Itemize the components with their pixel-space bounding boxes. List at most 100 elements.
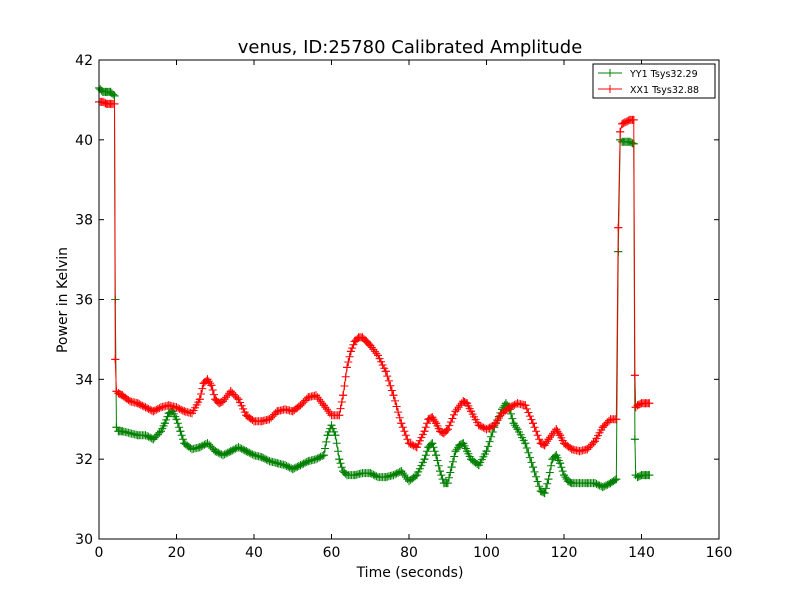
data-point-xx1 — [110, 99, 119, 108]
data-point-yy1 — [226, 447, 235, 456]
data-point-xx1 — [195, 395, 204, 404]
data-point-xx1 — [288, 407, 297, 416]
data-point-xx1 — [335, 411, 344, 420]
data-point-xx1 — [358, 333, 367, 342]
data-point-yy1 — [234, 443, 243, 452]
data-point-xx1 — [591, 437, 599, 446]
data-point-xx1 — [215, 399, 224, 408]
data-point-xx1 — [575, 447, 584, 456]
data-point-xx1 — [350, 337, 359, 346]
data-point-yy1 — [591, 479, 599, 488]
data-point-yy1 — [443, 479, 452, 488]
data-point-yy1 — [633, 473, 642, 482]
data-point-yy1 — [447, 463, 456, 472]
data-point-yy1 — [176, 427, 185, 436]
data-point-xx1 — [552, 425, 561, 434]
data-point-xx1 — [560, 439, 568, 448]
x-tick-label: 120 — [551, 545, 578, 561]
data-point-xx1 — [424, 415, 433, 424]
data-point-yy1 — [281, 461, 289, 470]
chart-title: venus, ID:25780 Calibrated Amplitude — [238, 37, 583, 58]
data-point-yy1 — [164, 409, 173, 418]
data-point-xx1 — [304, 393, 313, 402]
data-point-yy1 — [141, 431, 150, 440]
data-point-xx1 — [164, 401, 173, 410]
data-point-yy1 — [126, 429, 134, 438]
data-point-xx1 — [451, 407, 460, 416]
data-point-xx1 — [389, 391, 398, 400]
data-point-yy1 — [630, 435, 639, 444]
data-point-yy1 — [645, 471, 654, 480]
data-point-xx1 — [622, 117, 630, 126]
data-point-xx1 — [157, 403, 165, 412]
data-point-yy1 — [288, 465, 297, 474]
data-point-yy1 — [552, 451, 561, 460]
data-point-yy1 — [374, 473, 382, 482]
x-tick-label: 100 — [473, 545, 500, 561]
data-point-xx1 — [459, 397, 468, 406]
data-point-xx1 — [242, 411, 251, 420]
data-point-yy1 — [110, 91, 119, 100]
data-point-xx1 — [265, 415, 274, 424]
data-point-xx1 — [312, 391, 320, 400]
data-point-xx1 — [343, 363, 351, 372]
data-point-yy1 — [335, 455, 344, 464]
data-point-yy1 — [160, 419, 169, 428]
y-axis-label: Power in Kelvin — [55, 247, 71, 353]
data-point-yy1 — [265, 457, 274, 466]
data-point-xx1 — [327, 411, 336, 420]
data-point-xx1 — [463, 399, 472, 408]
data-point-xx1 — [118, 391, 127, 400]
data-point-yy1 — [474, 461, 483, 470]
y-tick-label: 30 — [75, 532, 93, 548]
data-point-xx1 — [339, 391, 348, 400]
data-point-xx1 — [114, 389, 123, 398]
data-point-yy1 — [118, 427, 127, 436]
data-point-yy1 — [273, 459, 282, 468]
data-point-yy1 — [625, 137, 634, 146]
data-point-xx1 — [629, 115, 638, 124]
data-point-xx1 — [319, 401, 328, 410]
data-point-xx1 — [490, 421, 499, 430]
data-point-yy1 — [339, 467, 348, 476]
data-point-xx1 — [207, 381, 216, 390]
data-point-yy1 — [567, 479, 576, 488]
data-point-xx1 — [346, 347, 355, 356]
data-point-xx1 — [467, 407, 475, 416]
data-point-yy1 — [612, 475, 621, 484]
data-point-xx1 — [631, 403, 640, 412]
data-point-xx1 — [474, 421, 483, 430]
data-point-yy1 — [428, 439, 437, 448]
data-point-yy1 — [331, 431, 340, 440]
plot-frame — [99, 60, 719, 539]
x-tick-label: 0 — [95, 545, 104, 561]
data-point-xx1 — [498, 409, 506, 418]
data-point-xx1 — [420, 427, 429, 436]
data-point-xx1 — [257, 417, 266, 426]
data-point-yy1 — [463, 447, 472, 456]
data-point-yy1 — [583, 479, 592, 488]
legend-marker-yy1 — [606, 69, 614, 77]
legend: YY1 Tsys32.29 XX1 Tsys32.88 — [592, 63, 716, 99]
data-point-yy1 — [598, 483, 607, 492]
data-point-xx1 — [412, 443, 421, 452]
x-tick-label: 140 — [628, 545, 655, 561]
data-point-xx1 — [616, 127, 625, 136]
y-tick-label: 34 — [75, 372, 93, 388]
data-point-yy1 — [323, 431, 332, 440]
data-point-xx1 — [439, 429, 448, 438]
tick-layer: 0 20 40 60 80 100 120 140 160 30 32 34 36 38 40 42 — [75, 53, 732, 561]
data-point-yy1 — [432, 451, 441, 460]
data-point-yy1 — [319, 451, 328, 460]
data-point-xx1 — [633, 401, 642, 410]
data-point-xx1 — [397, 419, 406, 428]
data-point-xx1 — [366, 341, 375, 350]
data-point-yy1 — [172, 415, 181, 424]
data-point-xx1 — [219, 397, 227, 406]
x-tick-label: 160 — [706, 545, 733, 561]
data-point-yy1 — [606, 479, 615, 488]
data-point-yy1 — [381, 473, 390, 482]
y-tick-label: 32 — [75, 452, 93, 468]
data-point-yy1 — [405, 477, 413, 486]
